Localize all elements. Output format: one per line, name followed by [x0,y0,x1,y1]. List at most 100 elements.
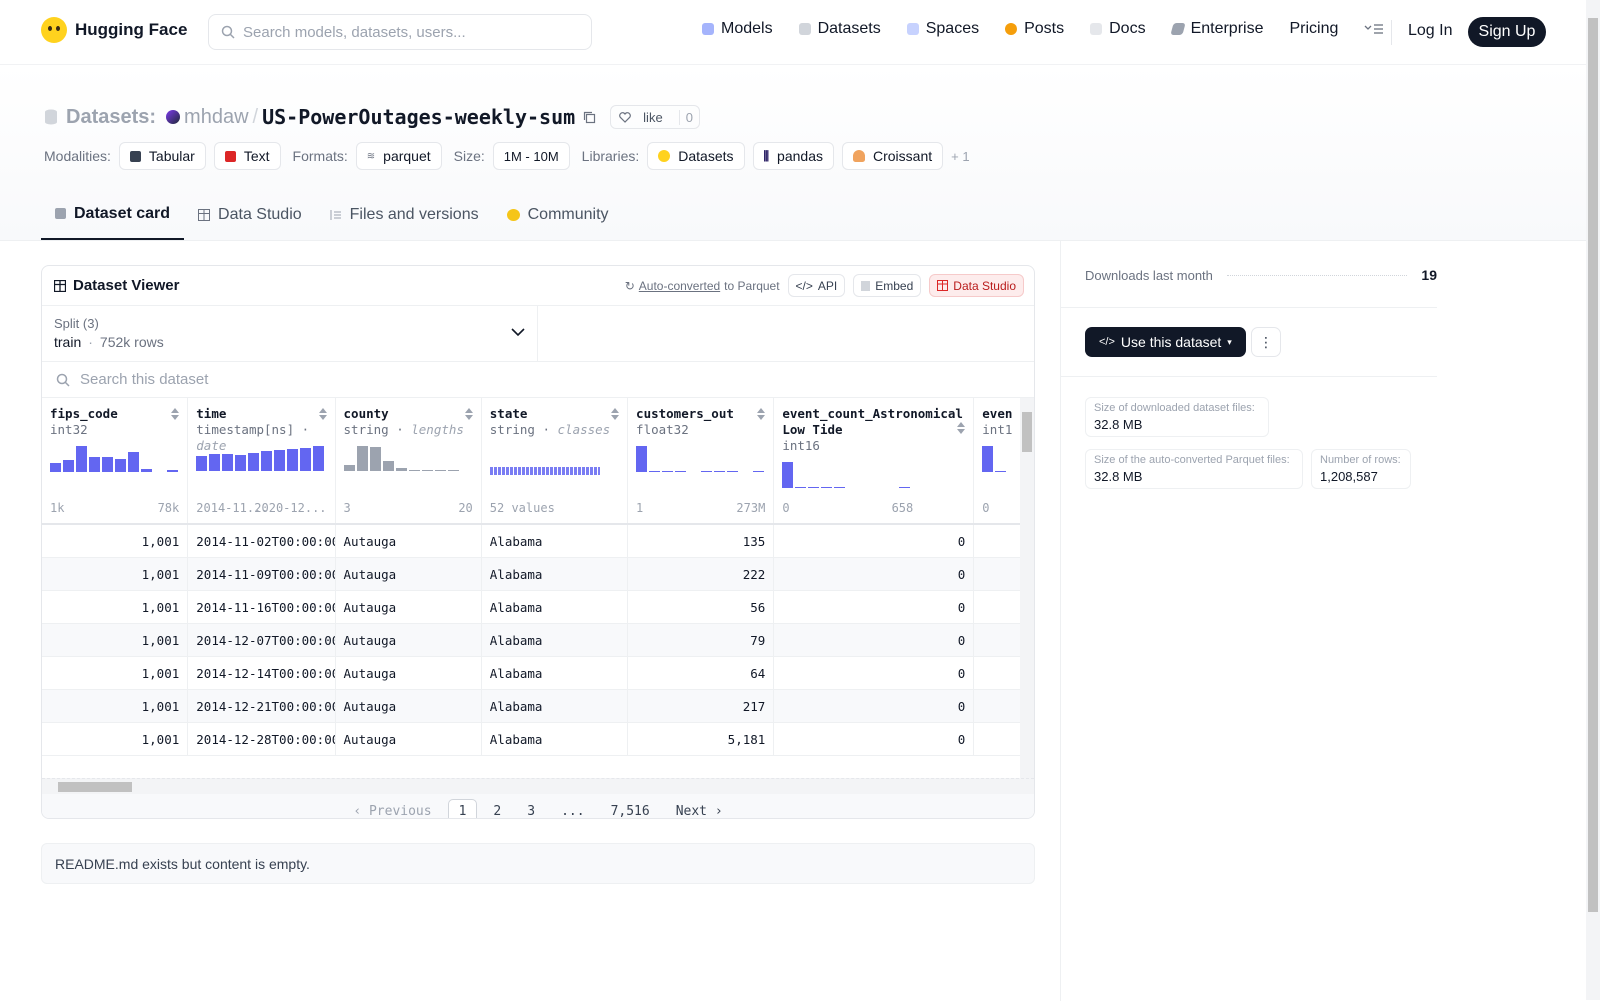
histogram-bar [248,453,260,471]
column-header[interactable]: fips_code int32 1k 78k [42,398,189,523]
histogram-bar [141,469,152,472]
sort-icon[interactable] [171,408,180,420]
column-header[interactable]: time timestamp[ns] · date 2014-11... 2020… [188,398,336,523]
more-tags[interactable]: + 1 [951,148,970,164]
repo-owner[interactable]: mhdaw [166,106,249,129]
sort-icon[interactable] [611,408,620,420]
tab-community[interactable]: Community [493,189,623,240]
page-button[interactable]: 3 [527,804,536,819]
sort-icon[interactable] [957,422,966,434]
embed-button[interactable]: Embed [853,274,922,297]
table-cell: 222 [628,558,775,590]
scrollbar-thumb[interactable] [58,782,132,792]
tag-size[interactable]: 1M - 10M [492,142,570,170]
login-link[interactable]: Log In [1408,22,1453,39]
scrollbar-thumb[interactable] [1588,18,1598,912]
table-vertical-scrollbar[interactable] [1020,398,1034,778]
tag-pandas[interactable]: ⫼ pandas [752,142,834,170]
table-cell: Alabama [482,591,629,623]
histogram-min: 1 [636,501,644,515]
more-options-button[interactable]: ⋮ [1251,327,1281,357]
nav-datasets[interactable]: Datasets [798,20,881,38]
use-dataset-button[interactable]: </> Use this dataset ▾ [1085,327,1246,357]
table-row[interactable]: 1,001 2014-12-21T00:00:00 Autauga Alabama 21… [42,690,1034,723]
tab-files[interactable]: Files and versions [316,189,493,240]
embed-label: Embed [875,278,914,293]
tag-parquet[interactable]: ≋ parquet [355,142,442,170]
viewer-title-text: Dataset Viewer [73,277,180,294]
brand-logo[interactable]: Hugging Face [41,17,187,43]
page-button[interactable]: 2 [493,804,502,819]
data-studio-button[interactable]: Data Studio [929,274,1024,297]
column-header[interactable]: state string · classes 52 values [482,398,629,523]
tag-croissant[interactable]: Croissant [841,142,944,170]
table-cell: 2014-12-14T00:00:00 [188,657,336,689]
table-horizontal-scrollbar[interactable] [42,778,1034,794]
dotted-leader [1226,274,1408,276]
column-header[interactable]: even int1 0 [974,398,1034,523]
scrollbar-thumb[interactable] [1022,412,1032,452]
histogram-max: 20 [458,501,473,515]
histogram-min: 0 [782,501,790,515]
table-cell: 1,001 [42,690,189,722]
histogram-bar [662,471,674,472]
nav-pricing[interactable]: Pricing [1289,20,1338,38]
table-row[interactable]: 1,001 2014-11-09T00:00:00 Autauga Alabama 22… [42,558,1034,591]
page-scrollbar[interactable] [1586,0,1600,1000]
tag-tabular[interactable]: Tabular [118,142,206,170]
column-type-text: int16 [782,438,820,453]
sort-icon[interactable] [757,408,766,420]
database-icon [45,109,57,125]
more-menu-button[interactable] [1364,23,1384,35]
nav-enterprise[interactable]: Enterprise [1169,20,1264,38]
auto-converted-link[interactable]: Auto-converted [638,278,721,293]
tab-data-studio[interactable]: Data Studio [184,189,316,240]
stat-value: 32.8 MB [1094,469,1143,484]
next-page-button[interactable]: Next › [675,804,723,819]
signup-button[interactable]: Sign Up [1468,17,1546,47]
nav-posts[interactable]: Posts [1005,20,1064,38]
nav-models[interactable]: Models [702,20,773,38]
sort-icon[interactable] [464,408,473,420]
table-row[interactable]: 1,001 2014-12-07T00:00:00 Autauga Alabama 79… [42,624,1034,657]
data-studio-label: Data Studio [953,278,1016,293]
histogram-bar [235,455,247,471]
search-input[interactable]: Search models, datasets, users... [208,14,592,50]
table-row[interactable]: 1,001 2014-11-02T00:00:00 Autauga Alabama 13… [42,525,1034,558]
dataset-search-placeholder: Search this dataset [80,371,209,388]
histogram-bar [395,468,407,471]
nav-spaces[interactable]: Spaces [906,20,979,38]
nav-docs-label: Docs [1109,20,1146,37]
like-button[interactable]: like 0 [610,105,700,129]
table-row[interactable]: 1,001 2014-12-28T00:00:00 Autauga Alabama 5,… [42,723,1034,756]
sort-icon[interactable] [318,408,327,420]
table-row[interactable]: 1,001 2014-12-14T00:00:00 Autauga Alabama 64… [42,657,1034,690]
page-button[interactable]: 1 [447,799,478,818]
repo-name[interactable]: US-PowerOutages-weekly-sum [262,105,576,129]
nav-enterprise-label: Enterprise [1190,20,1264,37]
previous-page-button[interactable]: ‹ Previous [353,804,432,819]
histogram-bar [209,454,221,471]
embed-icon [861,280,871,291]
histogram-bar [727,471,739,472]
size-label: Size: [453,148,485,164]
search-placeholder: Search models, datasets, users... [243,23,466,41]
nav-docs[interactable]: Docs [1090,20,1146,38]
hugging-face-logo-icon [41,17,67,43]
histogram-bar [50,463,61,472]
page-button[interactable]: 7,516 [610,804,650,819]
column-header[interactable]: customers_out float32 1 273M [628,398,775,523]
column-header[interactable]: event_count_Astronomical Low Tide int16 … [774,398,975,523]
table-cell: 0 [774,624,975,656]
table-row[interactable]: 1,001 2014-11-16T00:00:00 Autauga Alabama 56… [42,591,1034,624]
column-header[interactable]: county string · lengths 3 20 [336,398,482,523]
dataset-search-input[interactable]: Search this dataset [42,362,1034,398]
tab-dataset-card[interactable]: Dataset card [41,189,185,240]
table-cell: 0 [774,525,975,557]
api-button[interactable]: </> API [787,274,846,297]
tag-datasets-lib[interactable]: Datasets [647,142,745,170]
tag-text[interactable]: Text [213,142,281,170]
copy-icon[interactable] [583,111,596,124]
histogram-bar [274,450,286,471]
split-select[interactable]: Split (3) train · 752k rows [42,306,538,361]
